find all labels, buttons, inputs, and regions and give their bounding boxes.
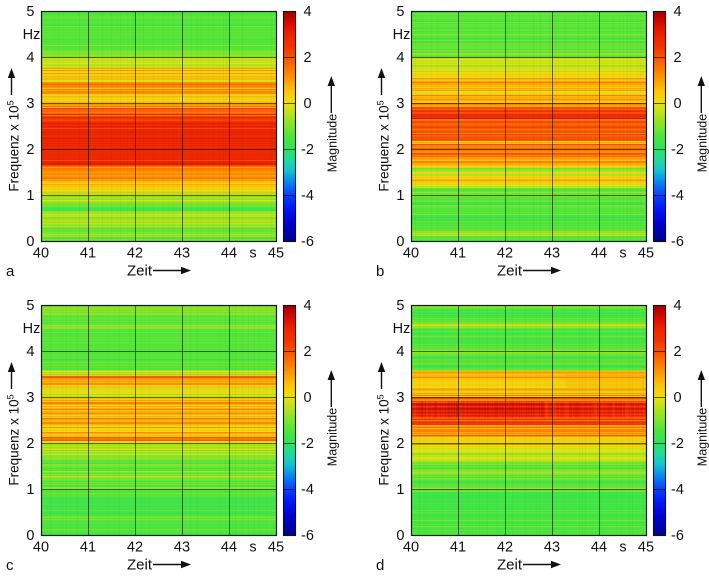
svg-text:44: 44	[591, 246, 607, 262]
svg-text:3: 3	[396, 390, 404, 406]
svg-text:42: 42	[497, 540, 513, 556]
svg-text:2: 2	[396, 142, 404, 158]
svg-text:Magnitude: Magnitude	[325, 114, 339, 172]
svg-text:5: 5	[396, 298, 404, 314]
svg-text:Frequenz x 105: Frequenz x 105	[375, 100, 391, 191]
svg-text:45: 45	[638, 246, 654, 262]
svg-text:0: 0	[303, 390, 311, 406]
svg-text:-4: -4	[301, 482, 314, 498]
svg-text:Zeit: Zeit	[127, 263, 153, 280]
svg-text:2: 2	[26, 142, 34, 158]
svg-text:2: 2	[396, 436, 404, 452]
svg-text:5: 5	[26, 298, 34, 314]
svg-text:2: 2	[303, 50, 311, 66]
svg-text:Magnitude: Magnitude	[695, 114, 709, 172]
svg-text:Frequenz x 105: Frequenz x 105	[5, 100, 21, 191]
svg-text:45: 45	[268, 246, 284, 262]
svg-text:d: d	[376, 557, 384, 574]
svg-text:-6: -6	[301, 528, 314, 544]
svg-text:2: 2	[673, 50, 681, 66]
svg-text:2: 2	[673, 344, 681, 360]
svg-text:Zeit: Zeit	[497, 557, 523, 574]
svg-text:42: 42	[497, 246, 513, 262]
svg-text:0: 0	[396, 234, 404, 250]
svg-text:4: 4	[396, 344, 404, 360]
svg-text:a: a	[6, 263, 15, 280]
svg-text:2: 2	[26, 436, 34, 452]
svg-text:45: 45	[268, 540, 284, 556]
svg-text:40: 40	[33, 246, 49, 262]
svg-text:45: 45	[638, 540, 654, 556]
svg-text:0: 0	[673, 96, 681, 112]
svg-text:-4: -4	[671, 482, 684, 498]
svg-text:-2: -2	[301, 142, 314, 158]
svg-text:3: 3	[396, 96, 404, 112]
svg-text:-2: -2	[301, 436, 314, 452]
svg-text:Zeit: Zeit	[127, 557, 153, 574]
svg-text:-4: -4	[301, 188, 314, 204]
svg-text:41: 41	[80, 246, 96, 262]
svg-text:41: 41	[80, 540, 96, 556]
svg-text:44: 44	[591, 540, 607, 556]
svg-text:2: 2	[303, 344, 311, 360]
svg-text:3: 3	[26, 390, 34, 406]
svg-text:-6: -6	[671, 528, 684, 544]
svg-text:43: 43	[544, 540, 560, 556]
svg-text:1: 1	[396, 482, 404, 498]
svg-text:43: 43	[544, 246, 560, 262]
svg-text:4: 4	[673, 298, 681, 314]
svg-text:Magnitude: Magnitude	[695, 408, 709, 466]
svg-text:44: 44	[221, 246, 237, 262]
svg-text:Zeit: Zeit	[497, 263, 523, 280]
svg-text:4: 4	[303, 4, 311, 20]
svg-text:s: s	[249, 540, 256, 556]
svg-text:Magnitude: Magnitude	[325, 408, 339, 466]
svg-text:s: s	[619, 246, 626, 262]
svg-text:b: b	[376, 263, 384, 280]
svg-text:41: 41	[450, 246, 466, 262]
svg-text:40: 40	[403, 540, 419, 556]
svg-text:43: 43	[174, 540, 190, 556]
svg-text:c: c	[6, 557, 14, 574]
svg-text:-6: -6	[671, 234, 684, 250]
svg-text:Frequenz x 105: Frequenz x 105	[375, 394, 391, 485]
svg-text:4: 4	[396, 50, 404, 66]
svg-text:3: 3	[26, 96, 34, 112]
svg-text:-4: -4	[671, 188, 684, 204]
svg-text:5: 5	[26, 4, 34, 20]
svg-text:-2: -2	[671, 436, 684, 452]
svg-text:4: 4	[26, 344, 34, 360]
svg-text:44: 44	[221, 540, 237, 556]
svg-text:5: 5	[396, 4, 404, 20]
svg-text:Hz: Hz	[393, 27, 411, 43]
svg-text:40: 40	[33, 540, 49, 556]
svg-text:-2: -2	[671, 142, 684, 158]
svg-text:4: 4	[673, 4, 681, 20]
svg-text:41: 41	[450, 540, 466, 556]
svg-text:1: 1	[396, 188, 404, 204]
svg-text:0: 0	[396, 528, 404, 544]
svg-text:s: s	[249, 246, 256, 262]
svg-text:0: 0	[673, 390, 681, 406]
svg-text:Hz: Hz	[393, 321, 411, 337]
svg-text:0: 0	[26, 528, 34, 544]
svg-text:-6: -6	[301, 234, 314, 250]
svg-text:4: 4	[303, 298, 311, 314]
svg-text:Hz: Hz	[23, 321, 41, 337]
svg-text:1: 1	[26, 188, 34, 204]
svg-text:Hz: Hz	[23, 27, 41, 43]
svg-text:43: 43	[174, 246, 190, 262]
svg-text:42: 42	[127, 540, 143, 556]
svg-text:s: s	[619, 540, 626, 556]
svg-text:40: 40	[403, 246, 419, 262]
svg-text:42: 42	[127, 246, 143, 262]
svg-text:0: 0	[303, 96, 311, 112]
svg-text:Frequenz x 105: Frequenz x 105	[5, 394, 21, 485]
svg-text:4: 4	[26, 50, 34, 66]
svg-text:1: 1	[26, 482, 34, 498]
svg-text:0: 0	[26, 234, 34, 250]
